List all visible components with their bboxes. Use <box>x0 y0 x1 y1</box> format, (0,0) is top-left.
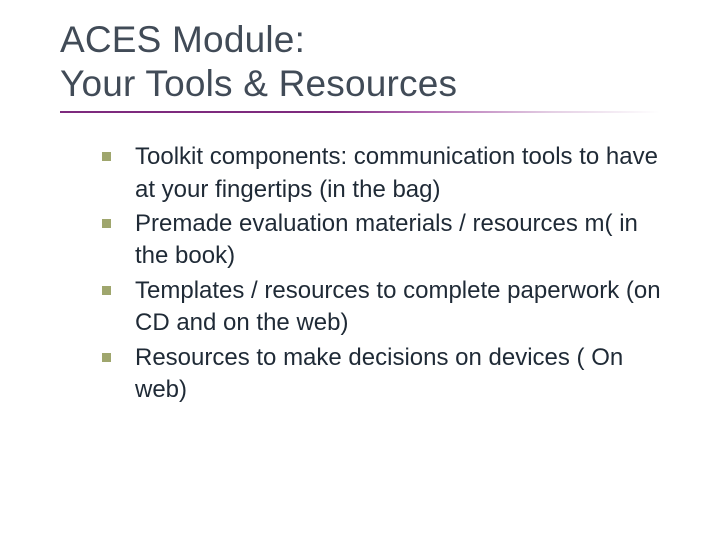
list-item-text: Toolkit components: communication tools … <box>135 141 662 206</box>
square-bullet-icon <box>102 219 111 228</box>
list-item: Templates / resources to complete paperw… <box>102 275 662 340</box>
list-item: Resources to make decisions on devices (… <box>102 342 662 407</box>
square-bullet-icon <box>102 353 111 362</box>
list-item: Toolkit components: communication tools … <box>102 141 662 206</box>
list-item-text: Resources to make decisions on devices (… <box>135 342 662 407</box>
square-bullet-icon <box>102 152 111 161</box>
list-item-text: Premade evaluation materials / resources… <box>135 208 662 273</box>
title-line-2: Your Tools & Resources <box>60 63 457 104</box>
slide: ACES Module: Your Tools & Resources Tool… <box>0 0 720 540</box>
title-line-1: ACES Module: <box>60 19 305 60</box>
list-item-text: Templates / resources to complete paperw… <box>135 275 662 340</box>
body: Toolkit components: communication tools … <box>60 141 672 406</box>
square-bullet-icon <box>102 286 111 295</box>
list-item: Premade evaluation materials / resources… <box>102 208 662 273</box>
slide-title: ACES Module: Your Tools & Resources <box>60 18 672 105</box>
title-underline <box>60 111 660 113</box>
